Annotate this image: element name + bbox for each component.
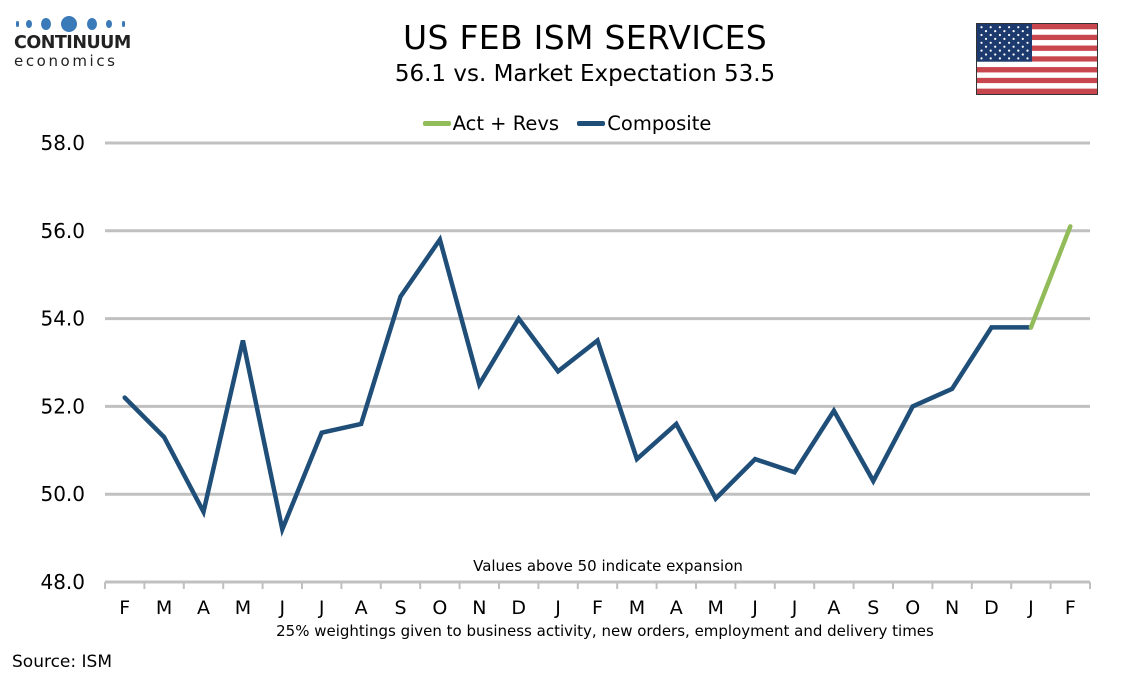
chart-title: US FEB ISM SERVICES xyxy=(403,18,767,57)
chart-subtitle: 56.1 vs. Market Expectation 53.5 xyxy=(394,61,776,87)
y-tick-label: 52.0 xyxy=(40,394,85,418)
x-tick-label: N xyxy=(472,597,486,619)
x-tick-label: M xyxy=(629,597,645,619)
y-tick-label: 58.0 xyxy=(40,131,85,155)
source-note: Source: ISM xyxy=(12,652,112,672)
x-tick-label: N xyxy=(945,597,959,619)
logo-subtitle: economics xyxy=(14,52,118,70)
x-tick-label: M xyxy=(235,597,251,619)
x-tick-label: A xyxy=(827,597,840,619)
y-tick-label: 50.0 xyxy=(40,482,85,506)
legend-swatch-act-revs xyxy=(422,121,451,126)
x-tick-label: D xyxy=(984,597,999,619)
y-tick-label: 48.0 xyxy=(40,570,85,594)
x-axis-label: 25% weightings given to business activit… xyxy=(276,622,934,640)
legend-item-composite: Composite xyxy=(577,112,711,135)
x-tick-label: J xyxy=(751,597,758,619)
x-tick-label: F xyxy=(592,597,603,619)
x-tick-label: J xyxy=(318,597,325,619)
legend-label-act-revs: Act + Revs xyxy=(452,112,560,135)
continuum-logo: CONTINUUM economics xyxy=(14,14,134,69)
x-tick-label: A xyxy=(670,597,683,619)
x-tick-label: F xyxy=(1065,597,1076,619)
x-tick-label: O xyxy=(905,597,920,619)
chart-legend: Act + Revs Composite xyxy=(0,108,1134,135)
series-line-composite xyxy=(122,234,1034,537)
x-tick-label: M xyxy=(707,597,723,619)
x-tick-label: J xyxy=(278,597,285,619)
x-tick-label: S xyxy=(867,597,879,619)
series-line-act-revs xyxy=(1028,224,1073,330)
x-tick-label: S xyxy=(394,597,406,619)
y-tick-label: 54.0 xyxy=(40,307,85,331)
us-flag-icon xyxy=(976,23,1098,95)
legend-swatch-composite xyxy=(577,121,606,126)
x-tick-label: M xyxy=(156,597,172,619)
logo-name: CONTINUUM xyxy=(14,33,131,53)
x-tick-label: J xyxy=(554,597,561,619)
x-tick-label: J xyxy=(791,597,798,619)
x-tick-label: D xyxy=(511,597,526,619)
legend-item-act-revs: Act + Revs xyxy=(422,112,560,135)
x-tick-label: F xyxy=(119,597,130,619)
legend-label-composite: Composite xyxy=(607,112,712,135)
y-tick-label: 56.0 xyxy=(40,219,85,243)
x-tick-label: A xyxy=(355,597,368,619)
x-tick-label: A xyxy=(197,597,210,619)
chart-annotation: Values above 50 indicate expansion xyxy=(473,557,743,575)
x-tick-label: J xyxy=(1027,597,1034,619)
x-tick-label: O xyxy=(432,597,447,619)
logo-dots-icon xyxy=(14,14,134,32)
